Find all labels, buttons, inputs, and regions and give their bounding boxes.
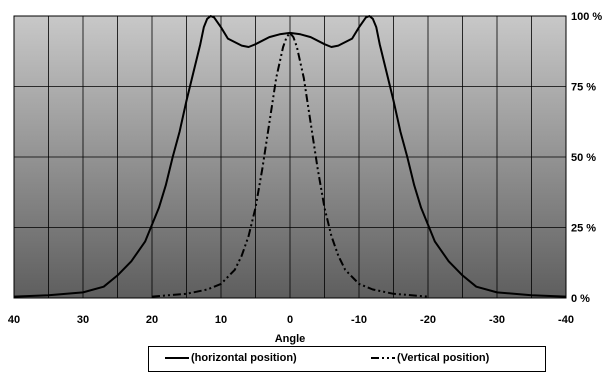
legend-swatch-dashdot [371, 357, 395, 359]
x-tick-label: -10 [351, 314, 367, 326]
series-layer [13, 15, 567, 298]
x-tick-labels: 40 30 20 10 0 -10 -20 -30 -40 [8, 314, 574, 326]
y-tick-label: 25 % [571, 223, 596, 235]
y-tick-label: 50 % [571, 152, 596, 164]
x-tick-label: -40 [558, 314, 574, 326]
legend-label-horizontal: (horizontal position) [191, 352, 297, 364]
x-tick-label: 40 [8, 314, 20, 326]
series-line-vertical [151, 31, 429, 298]
legend-item-vertical: (Vertical position) [371, 352, 489, 364]
x-axis-title: Angle [275, 333, 306, 345]
x-tick-label: 0 [287, 314, 293, 326]
y-tick-label: 75 % [571, 82, 596, 94]
grid [14, 16, 566, 298]
x-tick-label: 30 [77, 314, 89, 326]
y-tick-label: 0 % [571, 293, 590, 305]
legend: (horizontal position) (Vertical position… [148, 346, 546, 372]
x-tick-label: 20 [146, 314, 158, 326]
legend-item-horizontal: (horizontal position) [165, 352, 297, 364]
legend-label-vertical: (Vertical position) [397, 352, 490, 364]
x-tick-label: 10 [215, 314, 227, 326]
legend-swatch-solid [165, 357, 189, 359]
x-tick-label: -20 [420, 314, 436, 326]
series-line-horizontal [13, 15, 567, 298]
y-tick-label: 100 % [571, 11, 602, 23]
y-tick-labels: 0 % 25 % 50 % 75 % 100 % [571, 11, 602, 305]
x-tick-label: -30 [489, 314, 505, 326]
